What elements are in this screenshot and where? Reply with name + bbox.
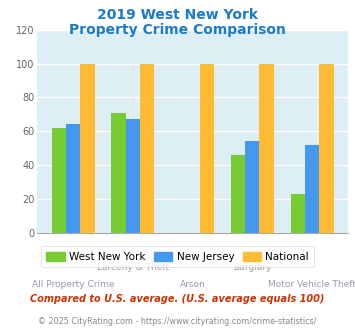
Text: Burglary: Burglary [233, 263, 272, 272]
Bar [245, 141, 260, 233]
Bar [111, 113, 126, 233]
Bar [290, 194, 305, 233]
Text: Arson: Arson [180, 280, 206, 289]
Bar [51, 128, 66, 233]
Text: Property Crime Comparison: Property Crime Comparison [69, 23, 286, 37]
Bar [126, 119, 140, 233]
Bar [80, 64, 95, 233]
Bar [305, 145, 319, 233]
Bar [260, 64, 274, 233]
Text: Larceny & Theft: Larceny & Theft [97, 263, 169, 272]
Text: 2019 West New York: 2019 West New York [97, 8, 258, 22]
Text: © 2025 CityRating.com - https://www.cityrating.com/crime-statistics/: © 2025 CityRating.com - https://www.city… [38, 317, 317, 326]
Text: Compared to U.S. average. (U.S. average equals 100): Compared to U.S. average. (U.S. average … [30, 294, 325, 304]
Text: Motor Vehicle Theft: Motor Vehicle Theft [268, 280, 355, 289]
Bar [140, 64, 154, 233]
Bar [231, 155, 245, 233]
Legend: West New York, New Jersey, National: West New York, New Jersey, National [41, 247, 314, 267]
Bar [200, 64, 214, 233]
Bar [319, 64, 334, 233]
Bar [66, 124, 80, 233]
Text: All Property Crime: All Property Crime [32, 280, 114, 289]
